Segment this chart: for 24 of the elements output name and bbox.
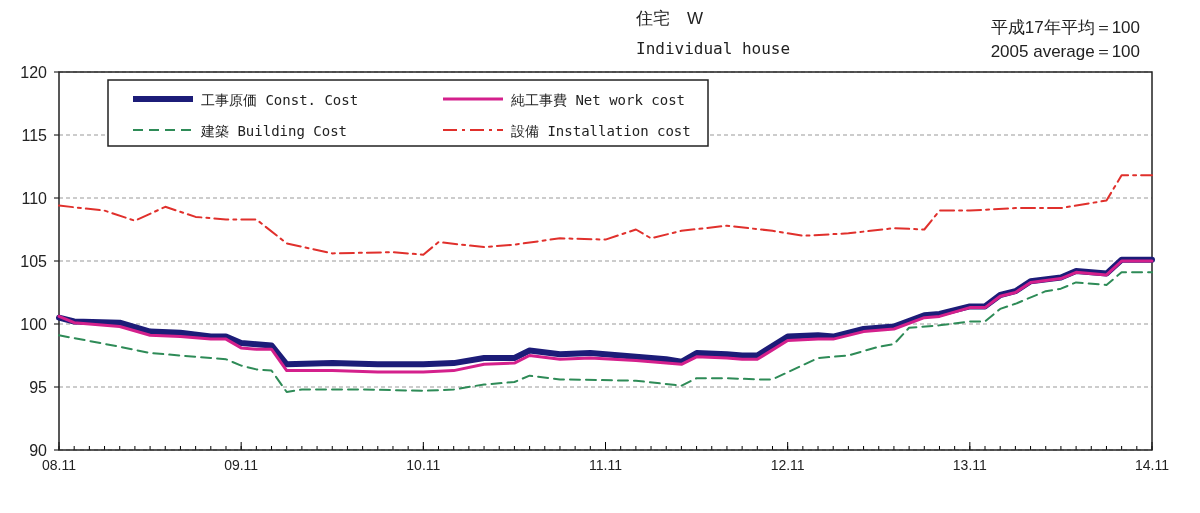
x-tick-label: 08.11 (42, 457, 77, 473)
x-tick-label: 12.11 (770, 457, 805, 473)
legend-label: 工事原価 Const. Cost (201, 92, 359, 108)
chart-subtitle: Individual house (636, 39, 791, 58)
line-series (58, 271, 1153, 393)
y-tick-label: 120 (20, 64, 48, 81)
text: 平成17年平均＝100 (990, 18, 1140, 37)
y-tick-label: 105 (20, 253, 48, 270)
y-tick-label: 90 (29, 442, 48, 459)
x-tick-label: 09.11 (224, 457, 259, 473)
text: 2005 average＝100 (990, 42, 1140, 61)
legend-label: 純工事費 Net work cost (511, 92, 686, 108)
line-series (58, 174, 1153, 256)
y-tick-label: 110 (21, 190, 48, 207)
legend-label: 設備 Installation cost (511, 123, 691, 139)
y-tick-label: 95 (29, 379, 48, 396)
x-tick-label: 10.11 (406, 457, 441, 473)
y-tick-label: 100 (20, 316, 48, 333)
y-tick-label: 115 (21, 127, 48, 144)
chart-title: 住宅 W (635, 9, 704, 28)
x-tick-label: 14.11 (1135, 457, 1170, 473)
x-tick-label: 11.11 (589, 457, 623, 473)
x-tick-label: 13.11 (952, 457, 988, 473)
legend-label: 建築 Building Cost (200, 123, 348, 139)
